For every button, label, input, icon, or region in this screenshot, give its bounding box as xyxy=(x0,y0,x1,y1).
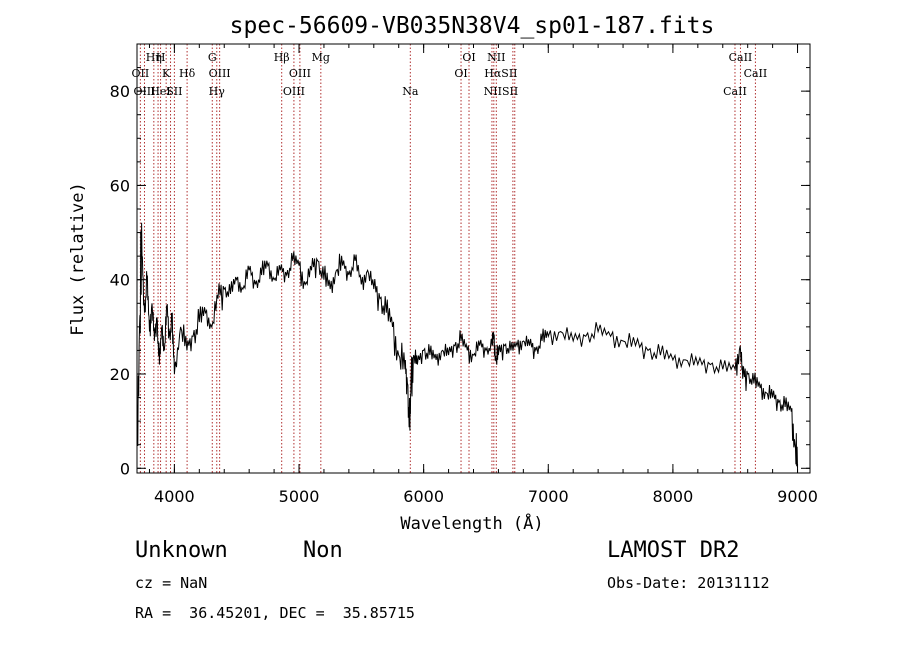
spectral-line-labels: OIIOIIIHηHHeIKSIIHδGOIIIHγHβOIIIOIIIMgNa… xyxy=(132,51,768,98)
spectral-line-label: Hβ xyxy=(274,51,290,64)
y-tick-label: 40 xyxy=(110,271,130,290)
spectral-line-label: OIII xyxy=(209,67,231,80)
spectral-line-label: Hδ xyxy=(179,67,196,80)
x-tick-label: 4000 xyxy=(154,487,195,506)
x-axis-label: Wavelength (Å) xyxy=(400,512,543,534)
y-tick-label: 60 xyxy=(110,176,130,195)
y-tick-label: 0 xyxy=(120,459,130,478)
spectral-line-label: OI xyxy=(454,67,467,80)
spectral-line-label: OI xyxy=(462,51,475,64)
spectral-line-label: CaII xyxy=(729,51,753,64)
spectral-line-label: Na xyxy=(402,85,419,98)
spectral-line-label: Hη xyxy=(146,51,162,64)
spectral-line-label: K xyxy=(162,67,171,80)
object-class-text: Unknown xyxy=(135,538,228,563)
x-axis-ticks: 4000 5000 6000 7000 8000 9000 xyxy=(148,44,818,506)
spectral-line-label: NIISII xyxy=(484,85,519,98)
spectral-line-label: HαSII xyxy=(484,67,517,80)
spectral-line-label: OIII xyxy=(289,67,311,80)
spectrum-line xyxy=(136,222,798,469)
plot-frame xyxy=(136,43,811,474)
y-tick-label: 80 xyxy=(110,82,130,101)
spectrum-series xyxy=(136,222,798,469)
spectral-line-label: NII xyxy=(487,51,505,64)
spectral-line-label: CaII xyxy=(723,85,747,98)
spectral-line-label: OII xyxy=(132,67,150,80)
survey-name-text: LAMOST DR2 xyxy=(607,538,740,563)
spectral-line-label: H xyxy=(156,51,166,64)
coordinates-text: RA = 36.45201, DEC = 35.85715 xyxy=(135,604,415,622)
y-axis-label: Flux (relative) xyxy=(68,182,88,336)
y-axis-ticks: 0 20 40 60 80 xyxy=(110,67,810,478)
object-subclass-text: Non xyxy=(303,538,343,563)
x-tick-label: 8000 xyxy=(653,487,694,506)
spectral-line-label: SII xyxy=(166,85,182,98)
spectral-line-label: HeI xyxy=(150,85,170,98)
redshift-text: cz = NaN xyxy=(135,574,208,592)
x-tick-label: 7000 xyxy=(528,487,569,506)
x-tick-label: 9000 xyxy=(777,487,818,506)
spectral-line-label: G xyxy=(208,51,217,64)
x-tick-label: 5000 xyxy=(279,487,320,506)
y-tick-label: 20 xyxy=(110,365,130,384)
spectral-line-label: CaII xyxy=(744,67,768,80)
chart-title: spec-56609-VB035N38V4_sp01-187.fits xyxy=(230,13,715,39)
spectral-line-label: OIII xyxy=(283,85,305,98)
spectral-line-label: Mg xyxy=(312,51,330,64)
x-tick-label: 6000 xyxy=(403,487,444,506)
spectral-line-label: Hγ xyxy=(209,85,226,98)
spectral-line-markers xyxy=(139,44,756,473)
obs-date-text: Obs-Date: 20131112 xyxy=(607,574,770,592)
